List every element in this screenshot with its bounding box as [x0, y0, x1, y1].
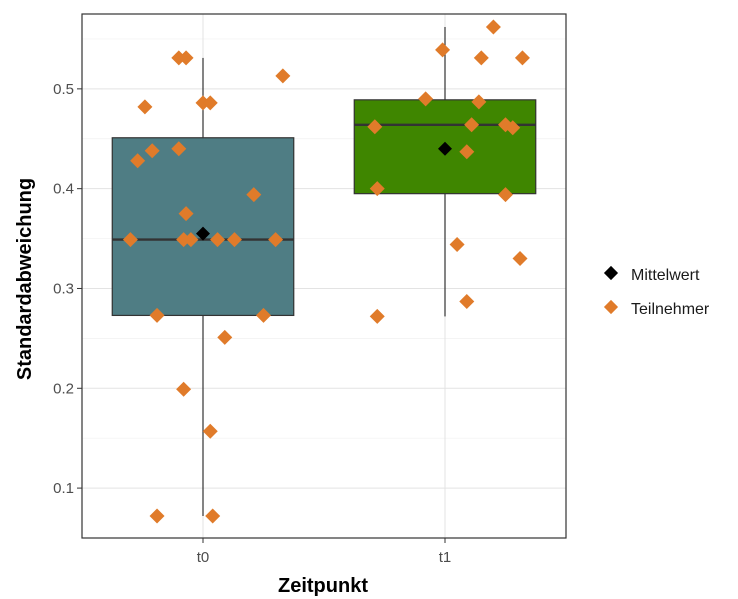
- participant-point: [178, 50, 194, 66]
- participant-point: [202, 95, 218, 111]
- legend-label-mean: Mittelwert: [631, 267, 700, 284]
- points-layer: [122, 19, 530, 524]
- mean-point: [438, 141, 452, 156]
- participant-point: [171, 141, 187, 157]
- participant-point: [178, 206, 194, 222]
- participant-point: [367, 119, 383, 135]
- participant-point: [498, 187, 513, 203]
- participant-point: [202, 423, 218, 439]
- y-tick-label: 0.4: [53, 181, 74, 198]
- x-tick-label: t1: [439, 549, 452, 566]
- axis-ticks: 0.1 0.2 0.3 0.4 0.5 t0 t1: [53, 81, 451, 566]
- participant-point: [183, 232, 199, 248]
- participant-point: [217, 329, 233, 345]
- y-tick-label: 0.1: [53, 480, 74, 497]
- participant-point: [471, 94, 487, 110]
- x-tick-label: t0: [197, 549, 210, 566]
- participant-point: [149, 508, 165, 524]
- participant-point: [449, 237, 465, 253]
- y-tick-label: 0.5: [53, 81, 74, 98]
- boxes-layer: [111, 26, 537, 517]
- participant-point: [473, 50, 489, 66]
- participant-point: [176, 381, 192, 397]
- participant-point: [459, 293, 475, 309]
- participant-point: [512, 251, 528, 267]
- legend: Mittelwert Teilnehmer: [603, 265, 710, 318]
- participant-point: [464, 117, 480, 133]
- legend-item-participants: Teilnehmer: [603, 299, 710, 318]
- mean-point: [196, 226, 210, 241]
- x-axis-title: Zeitpunkt: [278, 575, 368, 597]
- legend-key-participants: [603, 299, 619, 315]
- y-axis-title: Standardabweichung: [14, 178, 36, 380]
- participant-point: [149, 307, 165, 323]
- participant-point: [514, 50, 530, 66]
- panel-border: [81, 13, 567, 539]
- participant-point: [369, 181, 385, 197]
- participant-point: [210, 232, 226, 248]
- participant-point: [130, 153, 146, 169]
- participant-point: [418, 91, 434, 107]
- participant-point: [268, 232, 284, 248]
- participant-point: [435, 42, 451, 58]
- legend-label-participants: Teilnehmer: [631, 301, 710, 318]
- participant-point: [275, 68, 291, 84]
- participant-point: [246, 187, 262, 203]
- legend-item-mean: Mittelwert: [603, 265, 700, 284]
- participant-point: [256, 307, 271, 323]
- participant-point: [369, 308, 385, 324]
- participant-point: [505, 120, 521, 136]
- y-tick-label: 0.3: [53, 280, 74, 297]
- participant-point: [205, 508, 221, 524]
- participant-point: [459, 144, 475, 160]
- participant-point: [144, 143, 160, 159]
- participant-point: [137, 99, 153, 115]
- y-tick-label: 0.2: [53, 380, 74, 397]
- participant-point: [226, 232, 242, 248]
- legend-key-mean: [603, 265, 619, 281]
- participant-point: [122, 232, 138, 248]
- participant-point: [485, 19, 501, 35]
